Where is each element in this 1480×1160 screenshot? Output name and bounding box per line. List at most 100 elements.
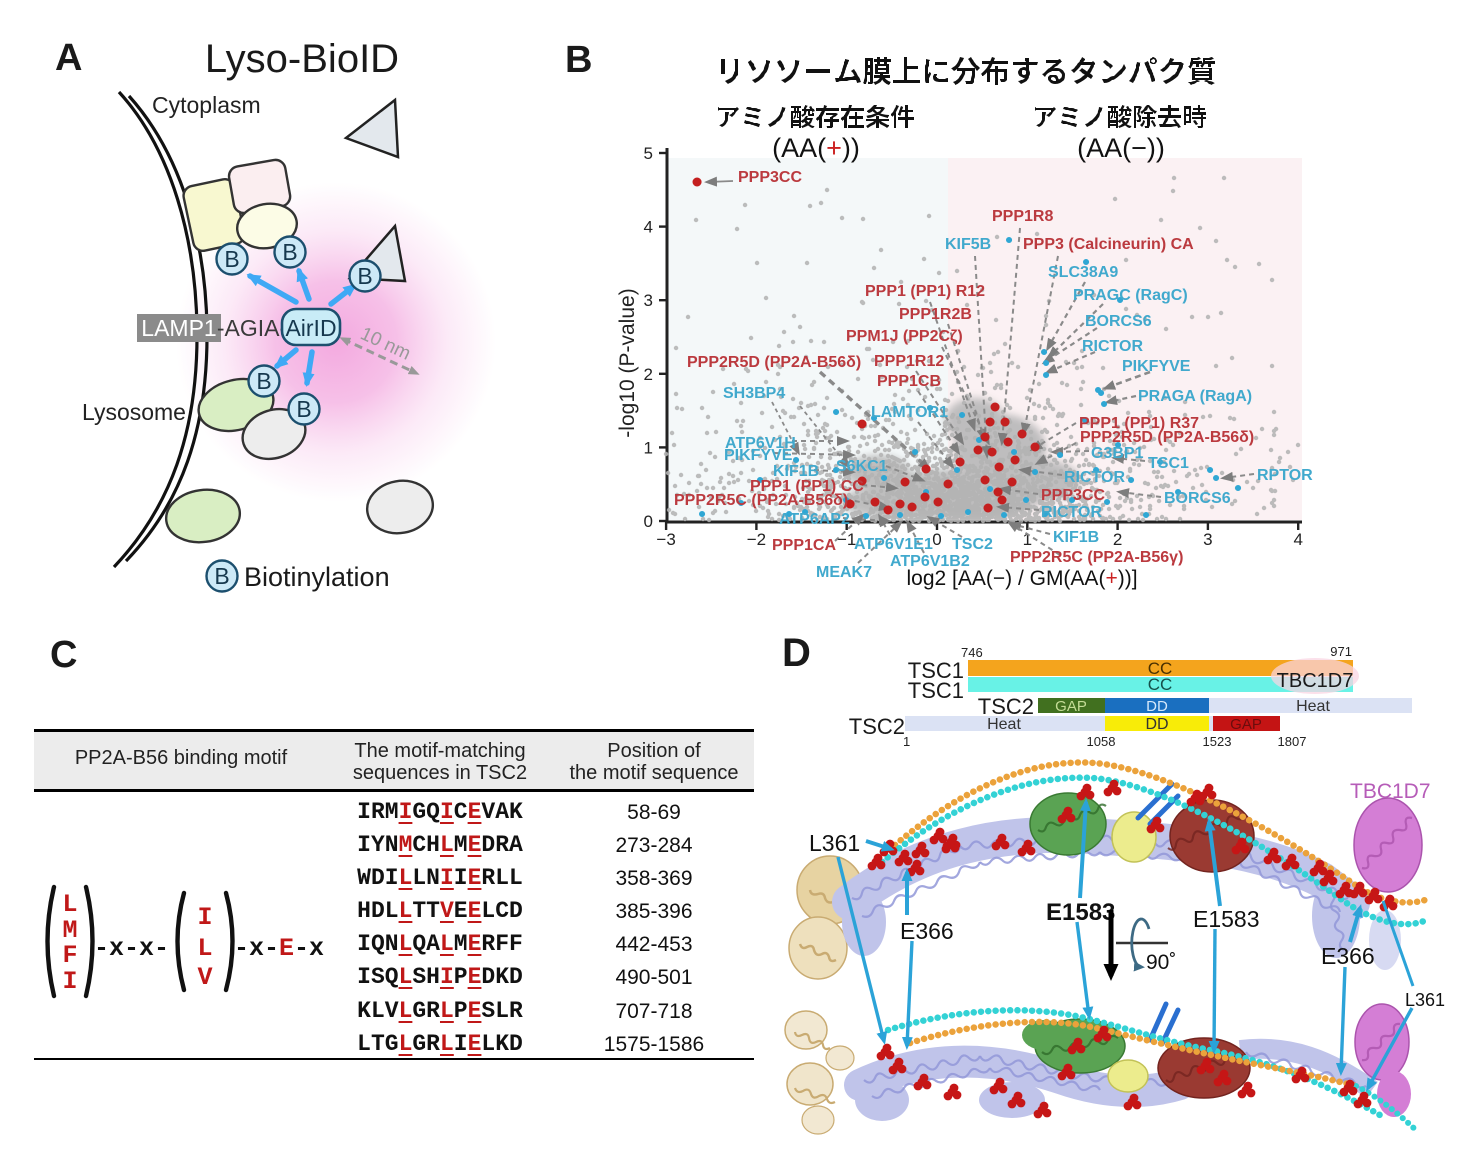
- svg-text:SH3BP4: SH3BP4: [723, 385, 785, 402]
- svg-text:D: D: [782, 631, 811, 675]
- svg-text:KIF1B: KIF1B: [1053, 529, 1099, 546]
- svg-text:V: V: [197, 963, 212, 992]
- svg-text:ATP6V1B2: ATP6V1B2: [890, 553, 970, 570]
- svg-text:S6KC1: S6KC1: [836, 458, 888, 475]
- svg-text:TSC1: TSC1: [908, 658, 964, 683]
- svg-text:(AA(+)): (AA(+)): [772, 133, 860, 163]
- svg-text:PPP3 (Calcineurin) CA: PPP3 (Calcineurin) CA: [1023, 236, 1194, 253]
- svg-text:E366: E366: [900, 918, 954, 944]
- svg-text:B: B: [256, 368, 271, 394]
- svg-text:MEAK7: MEAK7: [816, 564, 872, 581]
- svg-text:1523: 1523: [1203, 734, 1232, 749]
- svg-text:PRAGC (RagC): PRAGC (RagC): [1073, 287, 1188, 304]
- svg-text:B: B: [282, 239, 297, 265]
- svg-text:log2 [AA(−) / GM(AA(+))]: log2 [AA(−) / GM(AA(+))]: [906, 567, 1137, 590]
- svg-text:−3: −3: [656, 530, 675, 549]
- svg-text:1: 1: [903, 734, 910, 749]
- svg-text:KIF1B: KIF1B: [773, 463, 819, 480]
- svg-text:PPP2R5C (PP2A-B56γ): PPP2R5C (PP2A-B56γ): [1010, 549, 1183, 566]
- svg-text:3: 3: [644, 291, 653, 310]
- svg-text:BORCS6: BORCS6: [1085, 313, 1152, 330]
- svg-text:I: I: [197, 903, 212, 932]
- svg-text:PIKFYVE: PIKFYVE: [724, 447, 793, 464]
- svg-text:1807: 1807: [1278, 734, 1307, 749]
- svg-text:PPP1 (PP1) R12: PPP1 (PP1) R12: [865, 283, 985, 300]
- svg-text:TSC1: TSC1: [908, 678, 964, 703]
- svg-text:LAMTOR1: LAMTOR1: [871, 404, 948, 421]
- svg-text:-log10 (P-value): -log10 (P-value): [616, 288, 639, 437]
- svg-text:I: I: [62, 967, 77, 996]
- svg-text:Biotinylation: Biotinylation: [244, 562, 390, 592]
- svg-text:1: 1: [644, 438, 653, 457]
- svg-text:L: L: [197, 934, 212, 963]
- svg-text:L: L: [62, 890, 77, 919]
- svg-text:RICTOR: RICTOR: [1064, 469, 1125, 486]
- svg-text:E366: E366: [1321, 943, 1375, 969]
- svg-text:2: 2: [644, 365, 653, 384]
- svg-text:746: 746: [961, 645, 983, 660]
- svg-text:971: 971: [1330, 644, 1352, 659]
- svg-text:2: 2: [1113, 530, 1122, 549]
- svg-text:LAMP1: LAMP1: [141, 315, 216, 341]
- svg-text:PPP1CB: PPP1CB: [877, 373, 941, 390]
- svg-text:PPP2R5D (PP2A-B56δ): PPP2R5D (PP2A-B56δ): [687, 354, 861, 371]
- svg-text:1058: 1058: [1087, 734, 1116, 749]
- svg-text:ATP6AP2: ATP6AP2: [779, 511, 850, 528]
- svg-text:Heat: Heat: [1296, 698, 1330, 715]
- svg-text:RPTOR: RPTOR: [1257, 467, 1313, 484]
- svg-text:Lyso-BioID: Lyso-BioID: [205, 37, 399, 81]
- svg-text:TBC1D7: TBC1D7: [1277, 670, 1354, 692]
- svg-text:ATP6V1E1: ATP6V1E1: [854, 536, 933, 553]
- svg-text:PPP2R5C (PP2A-B56δ): PPP2R5C (PP2A-B56δ): [674, 492, 848, 509]
- svg-text:-x-x-: -x-x-: [94, 934, 169, 963]
- svg-text:PPP1R12: PPP1R12: [874, 353, 944, 370]
- svg-text:PIKFYVE: PIKFYVE: [1122, 358, 1191, 375]
- svg-text:G3BP1: G3BP1: [1091, 445, 1144, 462]
- svg-text:E1583: E1583: [1193, 906, 1260, 932]
- svg-text:3: 3: [1203, 530, 1212, 549]
- svg-text:Cytoplasm: Cytoplasm: [152, 92, 261, 118]
- svg-text:-x-E-x: -x-E-x: [234, 934, 324, 963]
- svg-text:BORCS6: BORCS6: [1164, 490, 1231, 507]
- svg-text:PPP1R8: PPP1R8: [992, 208, 1053, 225]
- svg-text:4: 4: [644, 218, 653, 237]
- svg-text:(AA(−)): (AA(−)): [1077, 133, 1165, 163]
- svg-text:SLC38A9: SLC38A9: [1048, 264, 1118, 281]
- svg-text:RICTOR: RICTOR: [1041, 504, 1102, 521]
- svg-text:TSC2: TSC2: [952, 536, 993, 553]
- svg-text:DD: DD: [1145, 716, 1168, 733]
- svg-text:TSC2: TSC2: [978, 694, 1034, 719]
- svg-text:0: 0: [932, 530, 941, 549]
- svg-text:PPP1R2B: PPP1R2B: [899, 306, 972, 323]
- svg-text:1: 1: [1023, 530, 1032, 549]
- svg-text:B: B: [296, 396, 311, 422]
- svg-text:B: B: [357, 263, 372, 289]
- svg-text:PRAGA (RagA): PRAGA (RagA): [1138, 388, 1252, 405]
- svg-text:DD: DD: [1146, 698, 1168, 715]
- svg-text:M: M: [62, 916, 77, 945]
- svg-text:Lysosome: Lysosome: [82, 399, 186, 425]
- svg-text:CC: CC: [1148, 659, 1173, 678]
- svg-text:AirID: AirID: [285, 315, 336, 341]
- svg-text:CC: CC: [1148, 675, 1173, 694]
- svg-text:E1583: E1583: [1046, 899, 1115, 926]
- svg-text:B: B: [565, 39, 592, 81]
- svg-text:TSC1: TSC1: [1148, 455, 1189, 472]
- svg-text:PPP3CC: PPP3CC: [738, 169, 802, 186]
- svg-text:PPP1CA: PPP1CA: [772, 537, 836, 554]
- svg-text:GAP: GAP: [1230, 716, 1262, 733]
- svg-text:ATP6V1H: ATP6V1H: [725, 435, 796, 452]
- svg-text:A: A: [55, 37, 82, 79]
- svg-text:PPM1J (PP2Cζ): PPM1J (PP2Cζ): [846, 328, 963, 345]
- svg-text:PPP2R5D (PP2A-B56δ): PPP2R5D (PP2A-B56δ): [1080, 429, 1254, 446]
- svg-text:5: 5: [644, 144, 653, 163]
- svg-text:RICTOR: RICTOR: [1082, 338, 1143, 355]
- svg-text:L361: L361: [1405, 990, 1445, 1010]
- svg-text:F: F: [62, 941, 77, 970]
- svg-text:PPP1 (PP1) R37: PPP1 (PP1) R37: [1079, 415, 1199, 432]
- svg-text:−2: −2: [747, 530, 766, 549]
- svg-text:0: 0: [644, 512, 653, 531]
- svg-text:B: B: [214, 563, 229, 589]
- svg-text:L361: L361: [809, 830, 860, 856]
- svg-text:TBC1D7: TBC1D7: [1350, 780, 1431, 803]
